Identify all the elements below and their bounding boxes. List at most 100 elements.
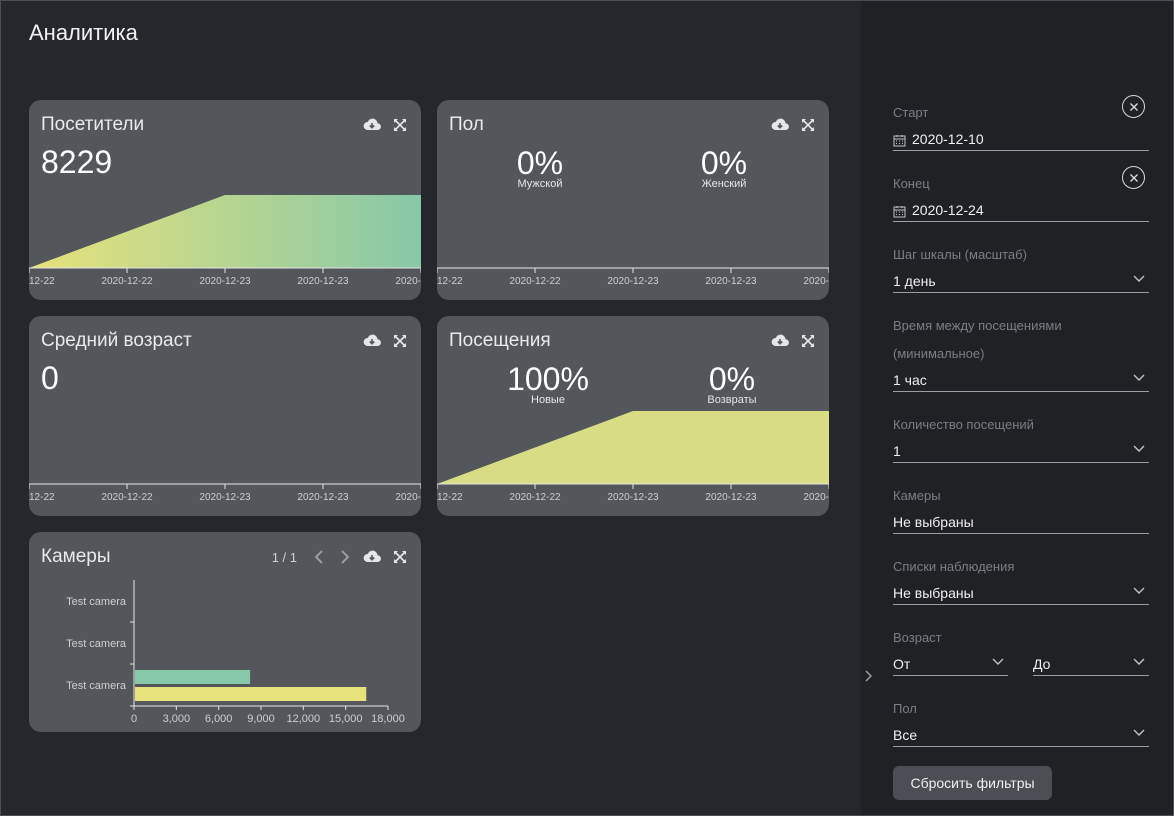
returns-stat: 0% Возвраты bbox=[672, 362, 792, 406]
age-chart: 12-22 2020-12-22 2020-12-23 2020-12-23 2020- bbox=[29, 483, 421, 503]
cameras-card: Test camera Test camera Test camera 0 3,000 6… bbox=[29, 532, 421, 732]
chevron-down-icon bbox=[1133, 723, 1145, 739]
returns-label: Возвраты bbox=[707, 394, 757, 406]
chevron-down-icon bbox=[1133, 368, 1145, 384]
cameras-select[interactable]: Не выбраны bbox=[893, 510, 1149, 534]
interval-label-sub: (минимальное) bbox=[893, 346, 985, 361]
gender-title: Пол bbox=[449, 114, 484, 135]
watchlists-label: Списки наблюдения bbox=[893, 559, 1015, 574]
count-select[interactable]: 1 bbox=[893, 439, 1149, 463]
gender-select[interactable]: Все bbox=[893, 723, 1149, 747]
visits-tick-label: 2020-12-22 bbox=[509, 492, 561, 503]
cameras-category-label: Test camera bbox=[66, 596, 127, 608]
interval-select[interactable]: 1 час bbox=[893, 368, 1149, 392]
chevron-right-icon[interactable] bbox=[337, 548, 353, 566]
male-value: 0% bbox=[516, 145, 564, 181]
reset-filters-button[interactable]: Сбросить фильтры bbox=[893, 766, 1052, 800]
cameras-category-label: Test camera bbox=[66, 680, 127, 692]
gender-tick-label: 2020-12-22 bbox=[509, 276, 561, 287]
scale-value: 1 день bbox=[893, 273, 936, 289]
end-date-input[interactable]: 2020-12-24 bbox=[893, 198, 1149, 222]
scale-select[interactable]: 1 день bbox=[893, 269, 1149, 293]
expand-icon[interactable] bbox=[799, 116, 817, 134]
visits-tick-label: 2020- bbox=[803, 492, 829, 503]
visits-chart: 12-22 2020-12-22 2020-12-23 2020-12-23 2020- bbox=[437, 411, 829, 503]
download-icon[interactable] bbox=[363, 116, 381, 134]
download-icon[interactable] bbox=[771, 116, 789, 134]
chevron-down-icon bbox=[1133, 269, 1145, 285]
gender-filter-label: Пол bbox=[893, 701, 917, 716]
new-value: 100% bbox=[507, 361, 589, 397]
visits-tick-label: 12-22 bbox=[437, 492, 463, 503]
download-icon[interactable] bbox=[771, 332, 789, 350]
visits-tick-label: 2020-12-23 bbox=[607, 492, 659, 503]
age-to-select[interactable]: До bbox=[1033, 652, 1149, 676]
chevron-down-icon bbox=[992, 652, 1004, 668]
visits-tick-label: 2020-12-23 bbox=[705, 492, 757, 503]
scale-label: Шаг шкалы (масштаб) bbox=[893, 247, 1027, 262]
chevron-right-icon[interactable] bbox=[861, 668, 875, 684]
watchlists-select[interactable]: Не выбраны bbox=[893, 581, 1149, 605]
expand-icon[interactable] bbox=[391, 116, 409, 134]
interval-label: Время между посещениями bbox=[893, 318, 1062, 333]
visitors-tick-label: 2020-12-22 bbox=[101, 276, 153, 287]
expand-icon[interactable] bbox=[391, 332, 409, 350]
age-title: Средний возраст bbox=[41, 330, 192, 351]
female-stat: 0% Женский bbox=[664, 146, 784, 190]
start-date-value: 2020-12-10 bbox=[912, 131, 984, 147]
cameras-bar bbox=[135, 670, 251, 684]
expand-icon[interactable] bbox=[799, 332, 817, 350]
chevron-down-icon bbox=[1133, 439, 1145, 455]
age-tick-label: 2020-12-22 bbox=[101, 492, 153, 503]
clear-start-button[interactable] bbox=[1122, 95, 1145, 118]
end-label: Конец bbox=[893, 176, 930, 191]
start-date-input[interactable]: 2020-12-10 bbox=[893, 127, 1149, 151]
visitors-tick-label: 2020- bbox=[395, 276, 421, 287]
visitors-tick-label: 2020-12-23 bbox=[297, 276, 349, 287]
cameras-category-label: Test camera bbox=[66, 638, 127, 650]
gender-filter-value: Все bbox=[893, 727, 918, 743]
visits-title: Посещения bbox=[449, 330, 551, 351]
visitors-value: 8229 bbox=[41, 144, 113, 180]
cameras-filter-value: Не выбраны bbox=[893, 514, 974, 530]
cameras-chart: Test camera Test camera Test camera 0 3,000 6… bbox=[66, 580, 405, 725]
cameras-x-tick-label: 6,000 bbox=[205, 713, 233, 725]
visitors-title: Посетители bbox=[41, 114, 145, 135]
visitors-card: 12-22 2020-12-22 2020-12-23 2020-12-23 2020-… bbox=[29, 100, 421, 300]
download-icon[interactable] bbox=[363, 548, 381, 566]
count-label: Количество посещений bbox=[893, 417, 1034, 432]
cameras-x-tick-label: 0 bbox=[131, 713, 137, 725]
male-label: Мужской bbox=[517, 178, 563, 190]
expand-icon[interactable] bbox=[391, 548, 409, 566]
download-icon[interactable] bbox=[363, 332, 381, 350]
cameras-x-tick-label: 18,000 bbox=[371, 713, 405, 725]
visitors-tick-label: 2020-12-23 bbox=[199, 276, 251, 287]
age-card: 12-22 2020-12-22 2020-12-23 2020-12-23 2020-… bbox=[29, 316, 421, 516]
cameras-x-tick-label: 15,000 bbox=[329, 713, 363, 725]
visitors-tick-label: 12-22 bbox=[29, 276, 55, 287]
gender-tick-label: 2020- bbox=[803, 276, 829, 287]
new-label: Новые bbox=[531, 394, 565, 406]
age-tick-label: 2020- bbox=[395, 492, 421, 503]
cameras-filter-label: Камеры bbox=[893, 488, 941, 503]
age-tick-label: 12-22 bbox=[29, 492, 55, 503]
age-tick-label: 2020-12-23 bbox=[199, 492, 251, 503]
close-icon bbox=[1129, 102, 1138, 111]
calendar-icon bbox=[893, 205, 906, 218]
close-icon bbox=[1129, 173, 1138, 182]
chevron-left-icon[interactable] bbox=[311, 548, 327, 566]
cameras-pager: 1 / 1 bbox=[271, 549, 297, 565]
visits-area bbox=[437, 411, 829, 484]
age-from-select[interactable]: От bbox=[893, 652, 1008, 676]
gender-tick-label: 12-22 bbox=[437, 276, 463, 287]
count-value: 1 bbox=[893, 443, 901, 459]
cameras-x-tick-label: 9,000 bbox=[247, 713, 275, 725]
male-stat: 0% Мужской bbox=[480, 146, 600, 190]
age-filter-label: Возраст bbox=[893, 630, 942, 645]
age-to-value: До bbox=[1033, 656, 1051, 672]
age-tick-label: 2020-12-23 bbox=[297, 492, 349, 503]
female-value: 0% bbox=[700, 145, 748, 181]
chevron-down-icon bbox=[1133, 581, 1145, 597]
clear-end-button[interactable] bbox=[1122, 166, 1145, 189]
cameras-x-tick-label: 12,000 bbox=[287, 713, 321, 725]
